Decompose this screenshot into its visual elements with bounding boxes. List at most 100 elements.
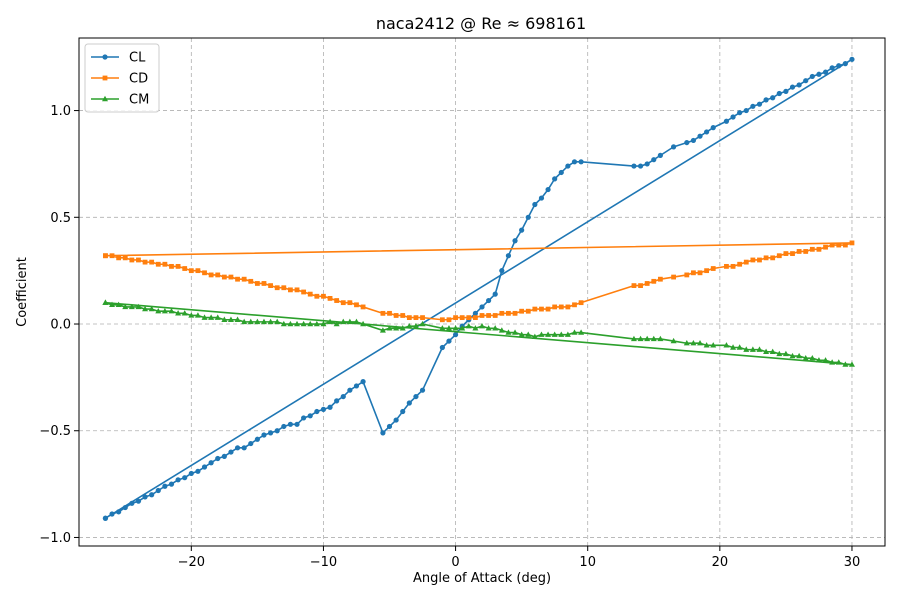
series-cl	[102, 56, 855, 521]
data-point-cd	[704, 268, 710, 274]
data-point-cm	[829, 359, 836, 365]
data-point-cl	[684, 139, 690, 146]
data-point-cd	[724, 263, 729, 269]
data-point-cl	[512, 238, 518, 244]
data-point-cm	[175, 310, 182, 316]
data-point-cm	[749, 346, 756, 352]
y-tick-label: 0.0	[50, 318, 71, 333]
data-point-cl	[723, 118, 730, 124]
series-cd	[103, 240, 855, 323]
data-point-cm	[769, 348, 776, 354]
data-point-cd	[188, 268, 194, 274]
data-point-cm	[697, 340, 704, 346]
data-point-cl	[822, 69, 829, 75]
data-point-cd	[406, 315, 412, 321]
data-point-cd	[155, 261, 161, 267]
data-point-cm	[564, 331, 571, 337]
data-point-cd	[552, 304, 558, 310]
data-point-cm	[188, 312, 195, 318]
data-point-cm	[439, 325, 446, 331]
data-point-cd	[169, 263, 174, 269]
data-point-cm	[452, 325, 459, 331]
data-point-cd	[261, 281, 267, 286]
data-point-cd	[644, 281, 650, 286]
y-tick-label: −1.0	[39, 531, 71, 546]
data-point-cd	[823, 244, 828, 250]
data-point-cl	[770, 95, 776, 101]
data-point-cm	[135, 303, 142, 310]
data-point-cd	[750, 257, 756, 263]
x-axis-label: Angle of Attack (deg)	[413, 571, 551, 586]
data-point-cm	[386, 325, 393, 331]
data-point-cl	[565, 163, 571, 169]
data-point-cd	[492, 313, 498, 318]
data-point-cd	[710, 266, 716, 271]
data-point-cl	[129, 500, 135, 506]
data-point-cd	[638, 283, 643, 288]
data-point-cd	[790, 251, 795, 256]
data-point-cm	[479, 322, 485, 329]
data-point-cd	[545, 306, 551, 312]
data-point-cl	[228, 449, 234, 455]
data-point-cd	[380, 310, 386, 316]
data-point-cm	[571, 329, 578, 335]
data-point-cl	[479, 304, 485, 310]
data-point-cd	[215, 272, 221, 278]
data-point-cm	[115, 301, 122, 308]
data-point-cm	[142, 305, 149, 312]
data-point-cd	[228, 274, 234, 280]
data-point-cl	[452, 332, 459, 338]
data-point-cd	[327, 296, 333, 301]
x-tick-label: −20	[178, 555, 205, 570]
data-point-cl	[347, 387, 353, 393]
data-point-cd	[208, 272, 214, 278]
data-point-cl	[743, 107, 749, 114]
data-point-cm	[313, 320, 320, 327]
data-point-cl	[783, 88, 789, 94]
data-point-cd	[816, 246, 822, 252]
data-point-cl	[155, 487, 161, 494]
data-point-cl	[413, 393, 419, 400]
data-point-cl	[353, 383, 360, 389]
data-point-cd	[248, 278, 254, 284]
data-point-cm	[221, 316, 228, 322]
data-point-cd	[354, 302, 359, 308]
data-point-cm	[254, 318, 261, 325]
data-point-cd	[770, 255, 776, 261]
data-point-cm	[802, 354, 809, 361]
data-point-cd	[539, 306, 544, 312]
data-point-cm	[194, 312, 201, 318]
data-point-cd	[532, 306, 538, 312]
data-point-cd	[136, 257, 141, 263]
data-point-cm	[214, 314, 221, 320]
data-point-cm	[498, 327, 505, 333]
series-cm	[102, 299, 855, 367]
data-point-cm	[300, 320, 307, 327]
data-point-cl	[644, 161, 650, 167]
data-point-cd	[221, 274, 227, 280]
data-point-cm	[247, 318, 254, 325]
data-point-cl	[334, 398, 340, 404]
data-point-cl	[803, 78, 809, 84]
data-point-cl	[525, 214, 531, 220]
data-point-cl	[201, 464, 208, 470]
data-point-cd	[387, 310, 392, 316]
legend-box	[84, 43, 160, 113]
data-point-cl	[631, 163, 637, 169]
data-point-cm	[545, 331, 552, 337]
data-point-cm	[412, 322, 419, 329]
data-point-cm	[340, 318, 347, 325]
data-point-cd	[776, 253, 782, 259]
data-point-cm	[835, 359, 842, 365]
data-point-cl	[241, 445, 247, 451]
data-point-cm	[782, 350, 789, 357]
data-point-cd	[809, 246, 815, 252]
data-point-cm	[102, 299, 109, 305]
data-point-cl	[380, 430, 386, 436]
data-point-cl	[763, 97, 769, 103]
data-point-cl	[446, 338, 452, 344]
data-point-cl	[175, 477, 181, 483]
data-point-cm	[267, 318, 274, 325]
data-point-cm	[346, 318, 353, 325]
data-point-cd	[486, 313, 492, 318]
